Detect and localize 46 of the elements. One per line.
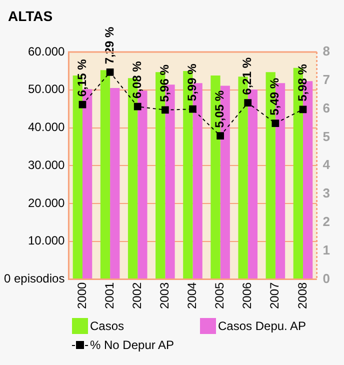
y-tick-label: 10.000 [28, 234, 66, 248]
x-tick-label: 2008 [295, 282, 310, 310]
y-tick-label: 40.000 [28, 120, 66, 134]
x-tick-label: 2000 [74, 282, 89, 310]
point [78, 100, 86, 108]
x-tick-label: 2004 [185, 282, 200, 310]
point [244, 99, 252, 107]
y2-tick-label: 3 [322, 186, 330, 201]
y-tick-label: 50.000 [28, 82, 66, 96]
data-label: 6,21 % [240, 57, 254, 95]
point [161, 106, 169, 114]
point [299, 106, 307, 114]
y2-tick-label: 1 [322, 242, 330, 258]
legend-label: Casos [90, 319, 124, 333]
y2-tick-label: 8 [322, 44, 330, 59]
legend-label: % No Depur AP [90, 338, 174, 352]
data-label: 6,08 % [130, 60, 144, 99]
data-label: 5,99 % [185, 63, 200, 102]
y2-tick-label: 5 [322, 128, 330, 144]
point [134, 102, 142, 110]
x-tick-label: 2002 [130, 282, 144, 310]
x-tick-label: 2007 [268, 282, 282, 310]
data-label: 5,49 % [268, 78, 282, 116]
point [272, 120, 280, 127]
y-tick-label: 30.000 [28, 158, 66, 172]
point [189, 105, 196, 113]
data-label: 5,96 % [157, 64, 172, 102]
y2-tick-label: 4 [322, 157, 331, 172]
data-label: 6,15 % [74, 58, 89, 97]
y2-tick-label: 2 [322, 214, 330, 230]
legend-label: Casos Depu. AP [218, 319, 306, 333]
x-tick-label: 2005 [212, 282, 227, 310]
x-tick-label: 2001 [102, 282, 116, 310]
y-tick-label: 0 episodios [4, 272, 65, 286]
y2-tick-label: 7 [322, 72, 330, 87]
chart-title: ALTAS [8, 8, 53, 24]
y2-tick-label: 6 [322, 100, 330, 116]
point [106, 68, 114, 76]
y-tick-label: 20.000 [28, 196, 66, 210]
x-tick-label: 2006 [240, 282, 254, 310]
y2-tick-label: 0 [322, 270, 330, 286]
x-tick-label: 2003 [157, 282, 172, 310]
y-tick-label: 60.000 [28, 44, 66, 58]
data-label: 5,05 % [212, 90, 227, 128]
data-label: 5,98 % [295, 64, 310, 102]
point [216, 132, 224, 140]
